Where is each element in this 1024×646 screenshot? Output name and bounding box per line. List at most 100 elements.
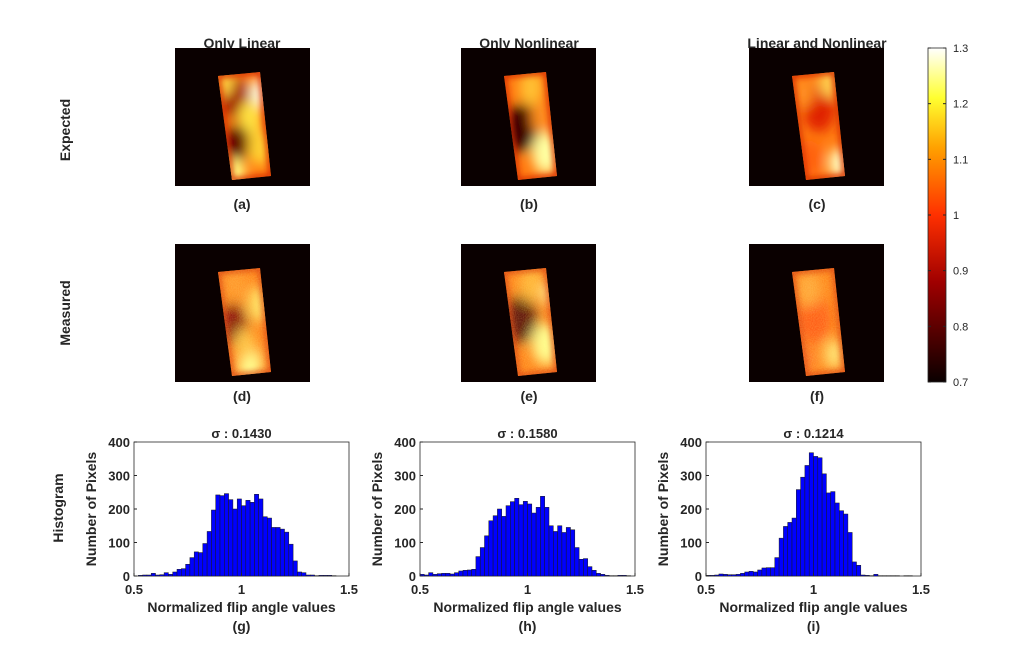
histogram-bar <box>860 574 866 577</box>
histogram-bar <box>224 493 229 577</box>
histogram-bar <box>193 551 199 577</box>
histogram-bar <box>232 508 238 577</box>
y-tick-label: 100 <box>108 536 130 551</box>
histogram-bar <box>535 507 541 577</box>
column-title-only-nonlinear: Only Nonlinear <box>479 35 579 51</box>
panel-label-d: (d) <box>233 388 251 404</box>
x-tick-label: 1.5 <box>626 582 644 597</box>
histogram-bar <box>168 574 173 577</box>
histogram-bar <box>847 532 853 577</box>
histogram-bar <box>241 505 247 577</box>
histogram-bar <box>297 571 302 577</box>
histogram-bar <box>176 569 182 577</box>
histogram-bar <box>215 494 221 577</box>
y-tick-label: 200 <box>394 502 416 517</box>
y-tick-label: 0 <box>123 569 130 584</box>
histogram-bar <box>484 535 490 577</box>
column-title-only-linear: Only Linear <box>203 35 281 51</box>
histogram-bar <box>471 569 477 577</box>
y-tick-label: 0 <box>409 569 416 584</box>
histogram-bar <box>488 520 494 577</box>
panel-label-c: (c) <box>808 196 825 212</box>
histogram-bar <box>714 574 720 577</box>
y-axis-label: Number of Pixels <box>83 452 99 567</box>
colorbar-tick-label: 0.9 <box>953 266 968 278</box>
histogram-bar <box>211 509 216 577</box>
x-tick-label: 0.5 <box>411 582 429 597</box>
histogram-bar <box>531 512 537 577</box>
histogram-bar <box>800 476 806 577</box>
histogram-bar <box>254 494 259 577</box>
panel-label-a: (a) <box>233 196 250 212</box>
colorbar-tick-label: 0.8 <box>953 321 968 333</box>
y-tick-label: 100 <box>680 536 702 551</box>
histogram-bar <box>761 567 767 577</box>
histogram-bar <box>514 498 520 577</box>
x-tick-label: 1 <box>524 582 531 597</box>
histogram-bar <box>479 547 485 577</box>
histogram-bar <box>262 516 268 577</box>
panel-label-b: (b) <box>520 196 538 212</box>
histogram-bar <box>181 568 186 577</box>
histogram-bar <box>458 570 464 577</box>
histogram-bar <box>710 575 715 577</box>
histogram-bar <box>774 557 780 577</box>
histogram-g: 0 100 200 300 400 0.5 1 1.5 σ : 0.1430 Normalized… <box>83 426 358 634</box>
histogram-bar <box>150 573 156 577</box>
histogram-bar <box>544 507 550 577</box>
x-tick-label: 1 <box>810 582 817 597</box>
histogram-bar <box>292 560 298 577</box>
row-label-measured: Measured <box>57 280 73 345</box>
y-tick-label: 200 <box>108 502 130 517</box>
histogram-bar <box>856 565 862 577</box>
image-panel-b <box>461 48 596 186</box>
histogram-bar <box>821 473 827 577</box>
x-tick-label: 1.5 <box>340 582 358 597</box>
histogram-bar <box>445 573 451 577</box>
histogram-bar <box>796 489 801 577</box>
histogram-bar <box>271 527 277 577</box>
histogram-title: σ : 0.1430 <box>211 426 271 441</box>
histogram-bar <box>600 574 606 577</box>
image-panel-e <box>461 244 596 382</box>
histogram-bar <box>288 543 294 577</box>
panel-label: (g) <box>233 618 251 634</box>
histogram-bar <box>791 517 797 577</box>
histogram-bar <box>748 571 754 577</box>
colorbar-ticks: 0.7 0.8 0.9 1 1.1 1.2 1.3 <box>928 43 968 389</box>
histogram-bar <box>146 574 152 577</box>
histogram-bar <box>318 575 324 577</box>
histogram-bar <box>591 570 597 577</box>
histogram-bar <box>574 547 580 577</box>
histogram-bar <box>834 502 840 577</box>
y-tick-label: 200 <box>680 502 702 517</box>
histogram-bar <box>740 573 745 577</box>
colorbar-tick-label: 0.7 <box>953 377 968 389</box>
image-panel-d <box>175 244 310 382</box>
histogram-bar <box>787 522 793 577</box>
histogram-bar <box>570 529 576 577</box>
histogram-bar <box>744 571 750 577</box>
histogram-bar <box>864 575 870 577</box>
histogram-bar <box>718 573 724 577</box>
y-axis-label: Number of Pixels <box>655 452 671 567</box>
histogram-bar <box>587 566 593 577</box>
x-axis-label: Normalized flip angle values <box>719 599 907 615</box>
histogram-bar <box>557 525 563 577</box>
histogram-bar <box>621 575 627 577</box>
histogram-bar <box>228 499 234 577</box>
histogram-bar <box>441 573 447 577</box>
histogram-bar <box>561 532 567 577</box>
histogram-bar <box>731 574 737 577</box>
y-axis-label: Number of Pixels <box>369 452 385 567</box>
histogram-bar <box>454 572 459 577</box>
histogram-bar <box>518 504 524 577</box>
histogram-bar <box>527 503 533 577</box>
histogram-bar <box>851 561 857 577</box>
histogram-bar <box>548 525 554 577</box>
histogram-bar <box>172 571 178 577</box>
histogram-bar <box>826 492 831 577</box>
histogram-bar <box>467 569 472 577</box>
histogram-bar <box>163 572 169 577</box>
